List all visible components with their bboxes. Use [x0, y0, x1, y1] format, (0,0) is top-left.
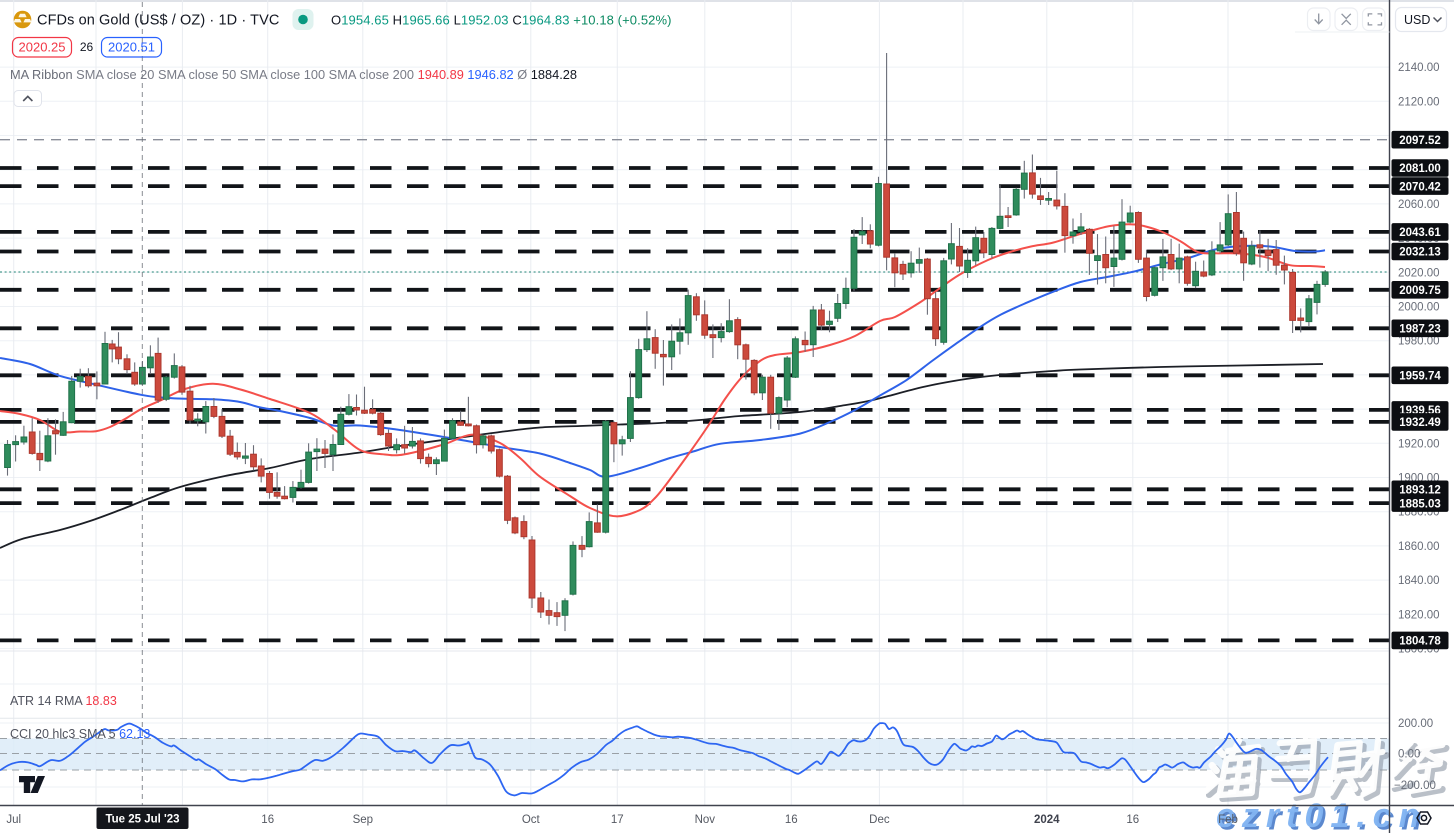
svg-text:1932.49: 1932.49	[1399, 417, 1441, 429]
svg-text:1959.74: 1959.74	[1399, 371, 1441, 383]
svg-text:16: 16	[1126, 814, 1139, 826]
svg-text:ezrt01.cn: ezrt01.cn	[1216, 797, 1426, 833]
svg-text:16: 16	[261, 814, 274, 826]
svg-text:2020.25: 2020.25	[19, 40, 66, 55]
svg-text:2043.61: 2043.61	[1399, 227, 1441, 239]
svg-text:MA Ribbon SMA close 20 SMA clo: MA Ribbon SMA close 20 SMA close 50 SMA …	[10, 67, 577, 82]
svg-text:CFDs on Gold (US$ / OZ) · 1D ·: CFDs on Gold (US$ / OZ) · 1D · TVC	[37, 13, 279, 29]
svg-text:Jul: Jul	[6, 814, 21, 826]
svg-text:1920.00: 1920.00	[1398, 438, 1440, 450]
svg-text:2020.51: 2020.51	[108, 40, 155, 55]
svg-text:Oct: Oct	[522, 814, 541, 826]
svg-text:2020.00: 2020.00	[1398, 267, 1440, 279]
svg-text:200.00: 200.00	[1398, 718, 1433, 730]
svg-text:CCI 20 hlc3 SMA 5 62.13: CCI 20 hlc3 SMA 5 62.13	[10, 727, 150, 741]
svg-text:2060.00: 2060.00	[1398, 199, 1440, 211]
svg-text:0.00: 0.00	[1398, 749, 1420, 761]
svg-text:26: 26	[80, 40, 94, 54]
svg-text:1987.23: 1987.23	[1399, 324, 1441, 336]
svg-text:2009.75: 2009.75	[1399, 285, 1441, 297]
svg-text:Dec: Dec	[869, 814, 890, 826]
svg-text:O1954.65 H1965.66 L1952.03 C19: O1954.65 H1965.66 L1952.03 C1964.83 +10.…	[331, 13, 672, 28]
svg-text:1980.00: 1980.00	[1398, 336, 1440, 348]
svg-text:1840.00: 1840.00	[1398, 575, 1440, 587]
svg-text:17: 17	[611, 814, 624, 826]
svg-text:Feb: Feb	[1218, 814, 1238, 826]
svg-text:Nov: Nov	[695, 814, 716, 826]
svg-text:Tue 25 Jul '23: Tue 25 Jul '23	[105, 814, 179, 826]
svg-text:2070.42: 2070.42	[1399, 181, 1441, 193]
svg-text:USD: USD	[1404, 13, 1430, 27]
svg-text:1804.78: 1804.78	[1399, 636, 1441, 648]
svg-text:1820.00: 1820.00	[1398, 609, 1440, 621]
svg-text:2097.52: 2097.52	[1399, 135, 1441, 147]
svg-text:2000.00: 2000.00	[1398, 302, 1440, 314]
svg-text:−200.00: −200.00	[1394, 780, 1436, 792]
svg-text:1893.12: 1893.12	[1399, 485, 1441, 497]
svg-text:1860.00: 1860.00	[1398, 541, 1440, 553]
svg-text:Sep: Sep	[353, 814, 373, 826]
svg-text:2081.00: 2081.00	[1399, 163, 1441, 175]
svg-text:ATR 14 RMA 18.83: ATR 14 RMA 18.83	[10, 694, 117, 708]
svg-text:2024: 2024	[1034, 814, 1060, 826]
svg-text:16: 16	[785, 814, 798, 826]
svg-text:1885.03: 1885.03	[1399, 498, 1441, 510]
svg-text:2120.00: 2120.00	[1398, 96, 1440, 108]
svg-text:2032.13: 2032.13	[1399, 247, 1441, 259]
svg-text:2140.00: 2140.00	[1398, 62, 1440, 74]
